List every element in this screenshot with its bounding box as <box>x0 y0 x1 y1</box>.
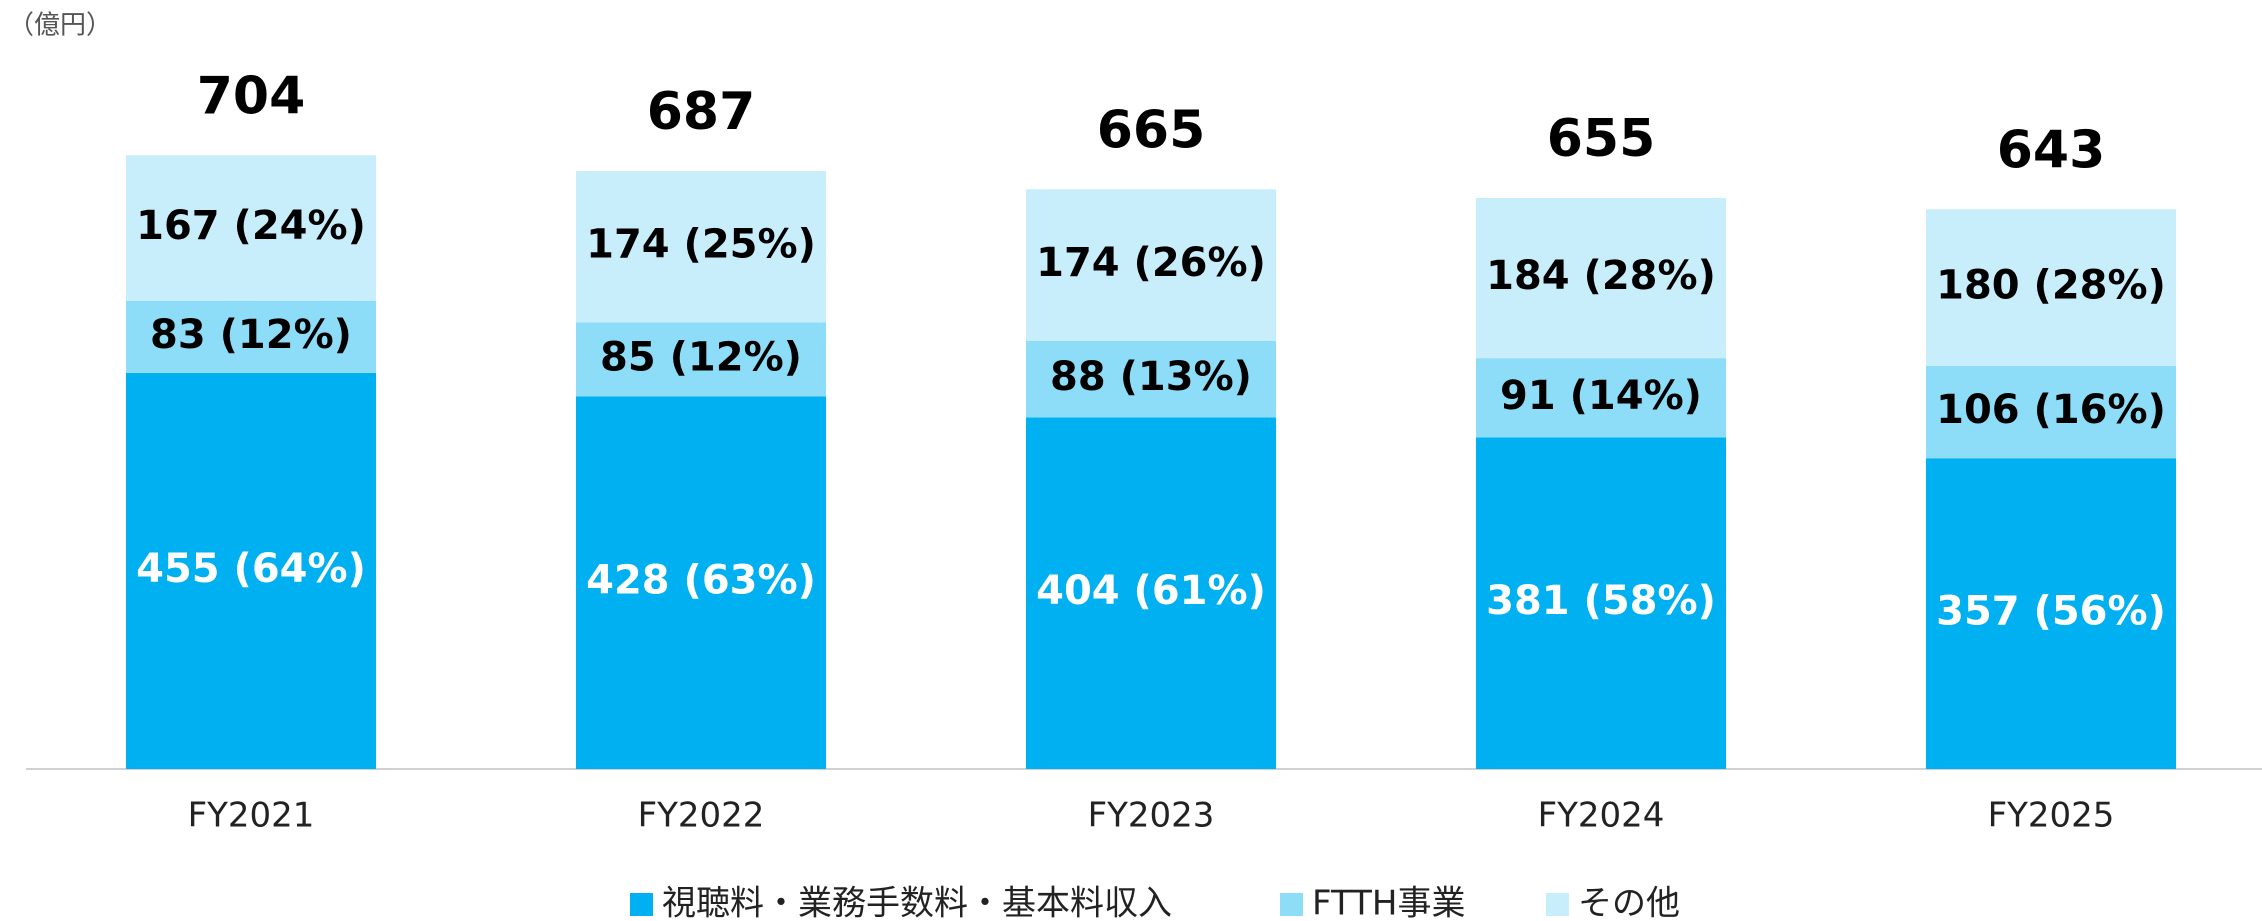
value-label: 180 (28%) <box>1936 263 2166 309</box>
value-label: 174 (26%) <box>1036 240 1266 286</box>
unit-label: （億円） <box>8 11 112 41</box>
bar-segment <box>1026 189 1276 341</box>
bar-segment <box>576 322 826 397</box>
legend-label: 視聴料・業務手数料・基本料収入 <box>662 884 1172 921</box>
total-label: 665 <box>1097 100 1206 160</box>
total-label: 687 <box>647 82 756 142</box>
bar-segment <box>126 300 376 373</box>
value-label: 357 (56%) <box>1936 589 2166 635</box>
bar-segment <box>1476 358 1726 438</box>
bar-segment <box>1476 197 1726 359</box>
x-tick-label: FY2021 <box>188 796 315 836</box>
bar-segment <box>576 396 826 769</box>
x-tick-label: FY2023 <box>1088 796 1215 836</box>
value-label: 404 (61%) <box>1036 568 1266 614</box>
bar-segment <box>126 155 376 301</box>
value-label: 167 (24%) <box>136 203 366 249</box>
bar-segment <box>126 372 376 769</box>
legend-label: FTTH事業 <box>1312 884 1465 921</box>
legend-swatch <box>630 893 653 916</box>
bar-segment <box>576 170 826 323</box>
value-label: 91 (14%) <box>1500 373 1702 419</box>
total-label: 643 <box>1997 120 2106 180</box>
x-tick-label: FY2024 <box>1538 796 1665 836</box>
total-label: 704 <box>197 66 306 126</box>
value-label: 85 (12%) <box>600 334 802 380</box>
value-label: 83 (12%) <box>150 312 352 358</box>
total-label: 655 <box>1547 109 1656 169</box>
legend-swatch <box>1280 893 1303 916</box>
bar-segment <box>1926 209 2176 366</box>
bar-segment <box>1026 417 1276 769</box>
bar-segment <box>1926 458 2176 769</box>
value-label: 428 (63%) <box>586 558 816 604</box>
legend-label: その他 <box>1578 884 1680 921</box>
value-label: 381 (58%) <box>1486 578 1716 624</box>
legend-swatch <box>1546 893 1569 916</box>
x-tick-label: FY2022 <box>638 796 765 836</box>
value-label: 184 (28%) <box>1486 253 1716 299</box>
value-label: 106 (16%) <box>1936 387 2166 433</box>
value-label: 88 (13%) <box>1050 354 1252 400</box>
value-label: 455 (64%) <box>136 546 366 592</box>
bar-segment <box>1026 340 1276 418</box>
bar-segment <box>1476 437 1726 769</box>
value-label: 174 (25%) <box>586 222 816 268</box>
bar-segment <box>1926 365 2176 459</box>
x-tick-label: FY2025 <box>1988 796 2115 836</box>
